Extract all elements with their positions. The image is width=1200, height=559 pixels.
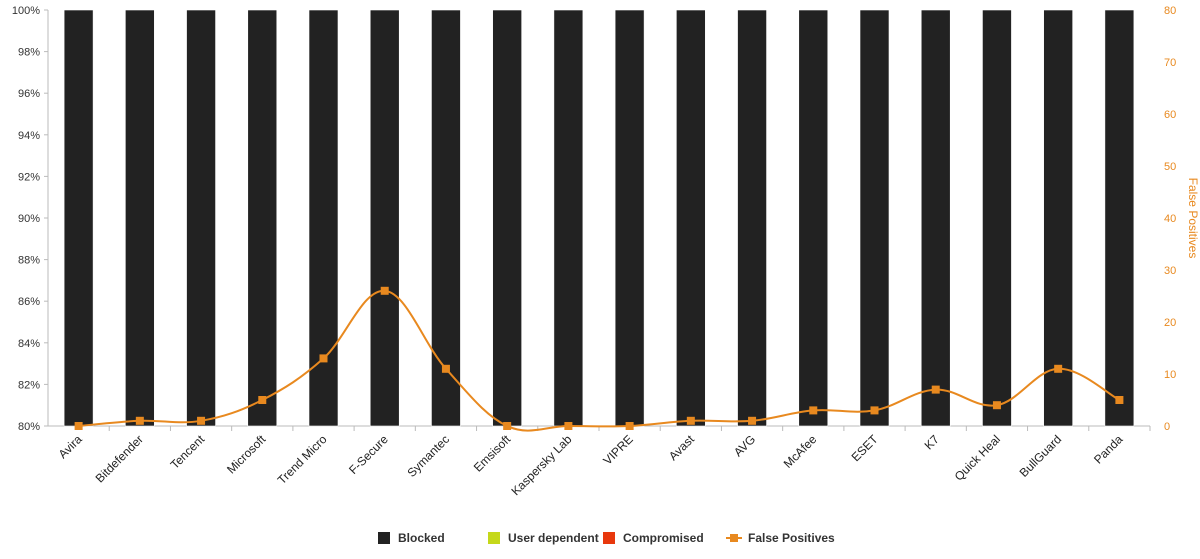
bar-blocked-avast[interactable] [676,9,706,427]
x-category-label: Bitdefender [93,432,146,485]
bar-blocked-emsisoft[interactable] [492,9,522,427]
bar-blocked-trend-micro[interactable] [308,9,339,427]
bar-blocked-bitdefender[interactable] [125,9,155,427]
y-right-tick-label: 70 [1164,57,1176,69]
y-left-tick-label: 86% [18,296,40,308]
x-category-label: F-Secure [346,432,391,477]
false-positives-point-bitdefender[interactable] [135,416,144,425]
false-positives-point-bullguard[interactable] [1054,364,1063,373]
bar-blocked-microsoft[interactable] [247,9,278,427]
false-positives-point-tencent[interactable] [197,416,206,425]
x-category-label: Symantec [404,432,452,480]
legend-label: Compromised [623,531,704,545]
x-category-label: Quick Heal [952,432,1003,483]
x-category-label: Panda [1091,432,1126,467]
y-left-tick-label: 92% [18,171,40,183]
legend-swatch [488,532,500,544]
bar-blocked-eset[interactable] [859,9,890,427]
y-left-tick-label: 90% [18,213,40,225]
false-positives-point-microsoft[interactable] [258,396,267,404]
legend-item-compromised[interactable]: Compromised [603,531,704,545]
y-left-tick-label: 98% [18,47,40,59]
x-category-label: BullGuard [1017,432,1065,480]
y-left-tick-label: 96% [18,88,40,100]
legend-item-blocked[interactable]: Blocked [378,531,445,545]
x-category-label: Emsisoft [471,432,514,475]
false-positives-point-panda[interactable] [1115,396,1124,404]
bar-blocked-symantec[interactable] [431,9,461,427]
y-right-tick-label: 40 [1164,213,1176,225]
false-positives-point-k7[interactable] [931,385,940,394]
legend-label: User dependent [508,531,599,545]
x-category-label: VIPRE [600,432,635,467]
y-left-tick-label: 80% [18,421,40,433]
bar-blocked-quick-heal[interactable] [982,9,1012,427]
legend-item-user-dependent[interactable]: User dependent [488,531,599,545]
x-category-label: Tencent [168,432,208,472]
y-left-tick-label: 100% [12,5,40,17]
bar-blocked-bullguard[interactable] [1043,9,1073,427]
y-left-tick-label: 94% [18,130,40,142]
y-right-tick-label: 50 [1164,161,1176,173]
false-positives-point-quick-heal[interactable] [992,401,1001,410]
x-category-label: Avira [56,432,85,461]
bar-blocked-mcafee[interactable] [798,9,829,427]
x-category-label: Microsoft [224,432,269,477]
false-positives-point-f-secure[interactable] [380,286,389,295]
y-right-tick-label: 30 [1164,265,1176,277]
x-category-label: Kaspersky Lab [508,432,574,498]
false-positives-point-trend-micro[interactable] [319,354,328,363]
false-positives-point-kaspersky-lab[interactable] [564,422,573,430]
bar-blocked-avira[interactable] [63,9,94,427]
false-positives-point-symantec[interactable] [441,364,450,373]
x-category-label: K7 [922,432,943,453]
y-right-tick-label: 0 [1164,421,1170,433]
legend-swatch [603,532,615,544]
false-positives-point-avg[interactable] [748,416,757,425]
y-left-tick-label: 88% [18,255,40,267]
bar-blocked-tencent[interactable] [186,9,216,427]
legend-item-false-positives[interactable]: False Positives [726,531,835,545]
bar-blocked-kaspersky-lab[interactable] [553,9,584,427]
y-right-tick-label: 80 [1164,5,1176,17]
y-right-tick-label: 20 [1164,317,1176,329]
x-category-label: ESET [849,432,882,465]
y-right-tick-label: 60 [1164,109,1176,121]
bar-blocked-f-secure[interactable] [369,9,400,427]
legend-swatch [378,532,390,544]
false-positives-point-mcafee[interactable] [809,406,818,415]
legend-label: False Positives [748,531,835,545]
false-positives-point-avast[interactable] [686,416,695,425]
x-category-label: Trend Micro [275,432,330,487]
y-right-tick-label: 10 [1164,369,1176,381]
legend-label: Blocked [398,531,445,545]
false-positives-point-avira[interactable] [74,422,83,430]
false-positives-point-vipre[interactable] [625,422,634,430]
false-positives-point-eset[interactable] [870,406,879,415]
bar-blocked-panda[interactable] [1104,9,1135,427]
x-category-label: AVG [731,432,758,459]
y-left-tick-label: 84% [18,338,40,350]
bar-blocked-k7[interactable] [920,9,951,427]
x-category-label: McAfee [781,432,820,471]
legend-marker [730,534,738,542]
false-positives-point-emsisoft[interactable] [503,422,512,430]
false-positives-line [78,289,1120,432]
y-left-tick-label: 82% [18,379,40,391]
bar-blocked-avg[interactable] [737,9,767,427]
bar-blocked-vipre[interactable] [614,9,645,427]
y-right-axis-title: False Positives [1186,178,1200,259]
x-category-label: Avast [666,432,697,463]
